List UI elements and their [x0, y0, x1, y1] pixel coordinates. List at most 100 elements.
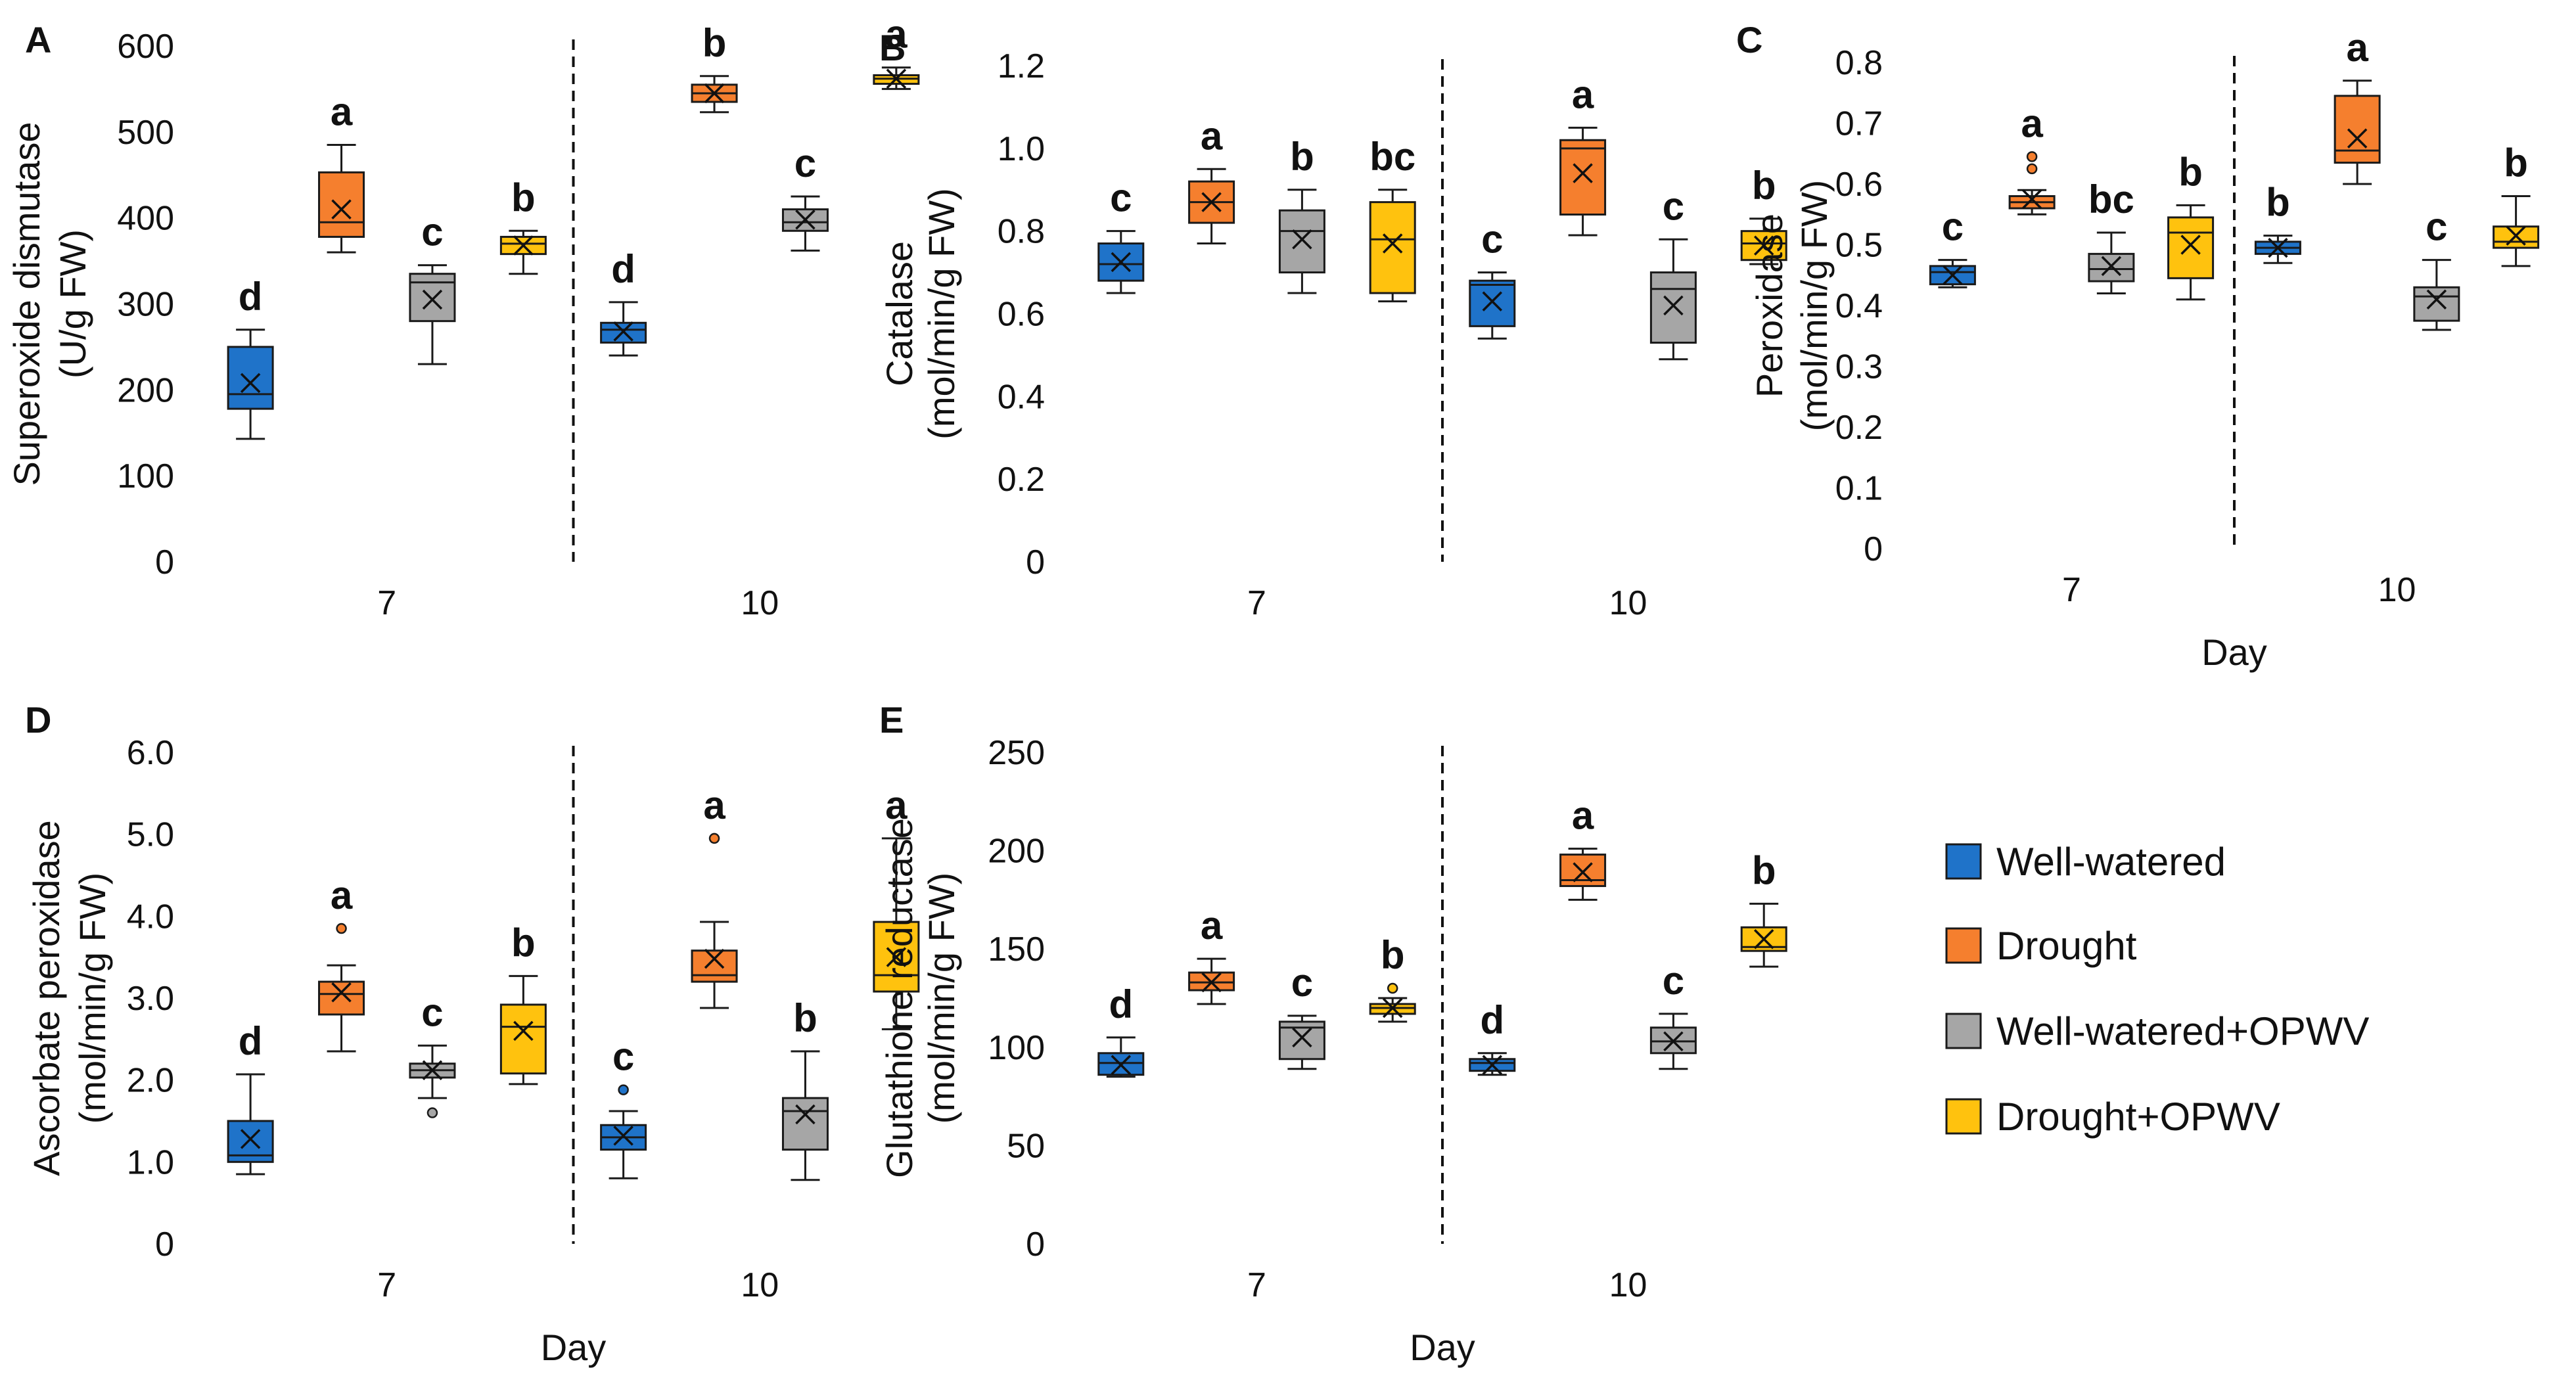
box-well-watered-7: d	[227, 1019, 274, 1176]
y-tick-label: 600	[117, 28, 174, 66]
outlier-point	[1387, 982, 1398, 994]
mean-marker	[2506, 225, 2526, 246]
iqr-box	[318, 171, 365, 238]
mean-marker	[704, 83, 725, 104]
iqr-box	[781, 1097, 829, 1151]
significance-letter: c	[421, 990, 443, 1034]
legend-label-well-watered: Well-watered	[1996, 840, 2226, 884]
box-well-watered-opwv-10: c	[2413, 205, 2460, 331]
significance-letter: c	[1663, 184, 1684, 228]
box-well-watered-opwv-7: c	[1278, 961, 1325, 1070]
box-drought-7: a	[318, 873, 365, 1053]
y-tick-label: 1.2	[998, 47, 1045, 85]
box-well-watered-10: c	[1469, 217, 1516, 340]
mean-marker	[1111, 252, 1132, 273]
significance-letter: d	[239, 275, 263, 319]
significance-letter: c	[1481, 217, 1503, 262]
significance-letter: a	[331, 89, 353, 133]
iqr-box	[1559, 139, 1607, 216]
mean-marker	[422, 1060, 443, 1080]
significance-letter: bc	[2088, 177, 2134, 221]
mean-marker	[704, 948, 725, 969]
mean-marker	[1382, 997, 1403, 1018]
outlier-point	[618, 1084, 629, 1095]
significance-letter: a	[2021, 101, 2043, 145]
y-tick-label: 400	[117, 200, 174, 238]
y-axis-title: Ascorbate peroxidase	[26, 820, 67, 1176]
box-well-watered-10: c	[600, 1035, 647, 1179]
iqr-box	[409, 273, 456, 323]
y-tick-label: 100	[988, 1029, 1045, 1067]
box-drought-opwv-10: b	[2493, 141, 2540, 267]
iqr-box	[1469, 279, 1516, 327]
legend-label-well-watered-opwv: Well-watered+OPWV	[1996, 1009, 2369, 1053]
mean-marker	[795, 1104, 816, 1125]
significance-letter: c	[1942, 205, 1964, 249]
box-well-watered-10: d	[1469, 998, 1516, 1076]
x-tick-label: 10	[2378, 571, 2416, 609]
significance-letter: d	[239, 1019, 263, 1063]
y-tick-label: 0.6	[998, 296, 1045, 334]
y-tick-label: 250	[988, 734, 1045, 772]
y-axis-title: Catalase	[879, 241, 920, 386]
mean-marker	[886, 947, 907, 967]
significance-letter: b	[702, 21, 727, 65]
significance-letter: c	[2426, 205, 2447, 249]
box-well-watered-opwv-7: bc	[2088, 177, 2135, 294]
y-axis-units: (mol/min/g FW)	[921, 873, 962, 1124]
x-tick-label: 10	[741, 584, 779, 622]
mean-marker	[1753, 235, 1774, 256]
significance-letter: b	[2178, 150, 2203, 194]
box-drought-10: a	[2334, 26, 2381, 185]
y-tick-label: 0	[155, 543, 174, 582]
x-tick-label: 7	[1247, 584, 1266, 622]
y-tick-label: 5.0	[127, 816, 174, 854]
mean-marker	[2101, 256, 2122, 277]
legend-item-drought: Drought	[1945, 924, 2137, 968]
y-tick-label: 0	[1864, 530, 1883, 568]
y-axis-units: (mol/min/g FW)	[72, 873, 113, 1124]
box-drought-opwv-10: b	[1740, 848, 1787, 968]
panel-B: B 0 0.2 0.4 0.6 0.8 1.0 1.2 Catalase (mol/min/g F…	[879, 27, 1787, 622]
significance-letter: a	[1201, 114, 1223, 158]
y-tick-label: 0.7	[1835, 105, 1883, 143]
mean-marker	[1201, 972, 1222, 993]
box-drought-opwv-10: b	[1740, 164, 1787, 265]
y-tick-label: 3.0	[127, 980, 174, 1018]
x-tick-label: 10	[741, 1266, 779, 1304]
significance-letter: c	[612, 1035, 634, 1079]
box-well-watered-10: b	[2254, 181, 2301, 264]
y-tick-label: 0.2	[998, 461, 1045, 499]
significance-letter: b	[1752, 164, 1776, 208]
box-well-watered-7: d	[1097, 982, 1145, 1078]
x-tick-label: 7	[377, 1266, 396, 1304]
mean-marker	[886, 68, 907, 89]
mean-marker	[1943, 265, 1963, 285]
y-tick-label: 200	[117, 371, 174, 409]
significance-letter: a	[885, 783, 908, 827]
mean-marker	[613, 321, 633, 342]
mean-marker	[1201, 192, 1222, 212]
y-tick-label: 1.0	[127, 1143, 174, 1181]
x-tick-label: 7	[377, 584, 396, 622]
box-well-watered-opwv-7: b	[1278, 135, 1325, 294]
box-drought-opwv-7: b	[2167, 150, 2215, 301]
iqr-box	[318, 980, 365, 1016]
legend-swatch-well-watered-opwv	[1945, 1013, 1982, 1049]
panel-letter: A	[25, 19, 51, 60]
significance-letter: a	[1572, 72, 1594, 116]
legend-item-well-watered: Well-watered	[1945, 840, 2226, 884]
x-tick-label: 10	[1609, 1266, 1647, 1304]
y-tick-label: 0	[1026, 1225, 1045, 1264]
mean-marker	[513, 1020, 534, 1041]
significance-letter: b	[1381, 933, 1405, 977]
mean-marker	[2426, 289, 2447, 309]
significance-letter: d	[1109, 982, 1133, 1026]
y-tick-label: 0.8	[998, 213, 1045, 251]
box-drought-opwv-10: a	[873, 783, 920, 1030]
y-tick-label: 0	[155, 1225, 174, 1264]
y-tick-label: 0.8	[1835, 44, 1883, 82]
legend-label-drought-opwv: Drought+OPWV	[1996, 1095, 2280, 1139]
panel-letter: E	[879, 699, 904, 741]
y-tick-label: 0	[1026, 543, 1045, 582]
